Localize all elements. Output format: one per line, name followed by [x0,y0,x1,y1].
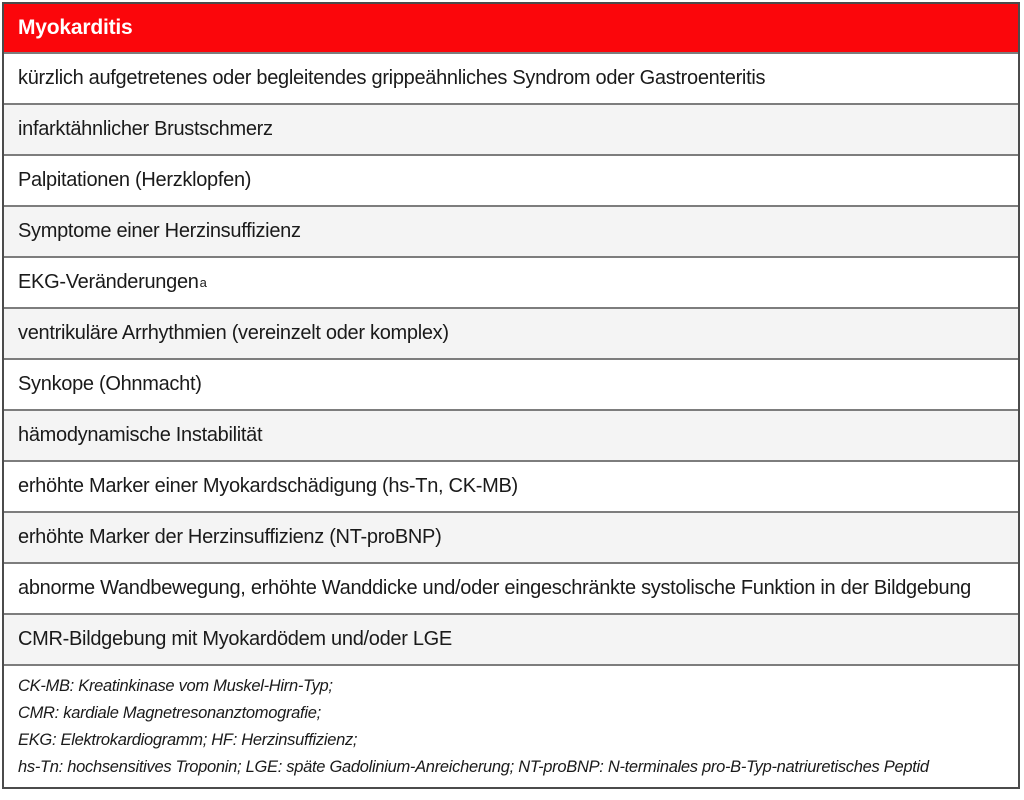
table-row: Synkope (Ohnmacht) [4,358,1018,409]
row-text: erhöhte Marker der Herzinsuffizienz (NT-… [18,526,442,548]
table-row: erhöhte Marker der Herzinsuffizienz (NT-… [4,511,1018,562]
row-text: EKG-Veränderungen [18,271,199,293]
table-title: Myokarditis [18,16,133,39]
row-text: abnorme Wandbewegung, erhöhte Wanddicke … [18,577,971,599]
row-text: Synkope (Ohnmacht) [18,373,202,395]
row-text: kürzlich aufgetretenes oder begleitendes… [18,67,766,89]
row-text: CMR-Bildgebung mit Myokardödem und/oder … [18,628,452,650]
footnote-line: CMR: kardiale Magnetresonanztomografie; [18,704,321,722]
myokarditis-table: Myokarditis kürzlich aufgetretenes oder … [2,2,1020,789]
table-footnotes: CK-MB: Kreatinkinase vom Muskel-Hirn-Typ… [4,664,1018,787]
row-text: Palpitationen (Herzklopfen) [18,169,252,191]
table-row: CMR-Bildgebung mit Myokardödem und/oder … [4,613,1018,664]
table-row: ventrikuläre Arrhythmien (vereinzelt ode… [4,307,1018,358]
footnote-line: CK-MB: Kreatinkinase vom Muskel-Hirn-Typ… [18,677,333,695]
table-row: Symptome einer Herzinsuffizienz [4,205,1018,256]
row-text: infarktähnlicher Brustschmerz [18,118,273,140]
table-row: kürzlich aufgetretenes oder begleitendes… [4,52,1018,103]
table-row: EKG-Veränderungen a [4,256,1018,307]
table-header: Myokarditis [4,4,1018,52]
row-text: Symptome einer Herzinsuffizienz [18,220,301,242]
footnote-line: EKG: Elektrokardiogramm; HF: Herzinsuffi… [18,731,358,749]
footnote-line: hs-Tn: hochsensitives Troponin; LGE: spä… [18,758,929,776]
table-row: abnorme Wandbewegung, erhöhte Wanddicke … [4,562,1018,613]
row-text: erhöhte Marker einer Myokardschädigung (… [18,475,518,497]
row-text: ventrikuläre Arrhythmien (vereinzelt ode… [18,322,449,344]
row-text: hämodynamische Instabilität [18,424,263,446]
table-body: kürzlich aufgetretenes oder begleitendes… [4,52,1018,664]
table-row: infarktähnlicher Brustschmerz [4,103,1018,154]
table-row: erhöhte Marker einer Myokardschädigung (… [4,460,1018,511]
table-row: Palpitationen (Herzklopfen) [4,154,1018,205]
table-row: hämodynamische Instabilität [4,409,1018,460]
